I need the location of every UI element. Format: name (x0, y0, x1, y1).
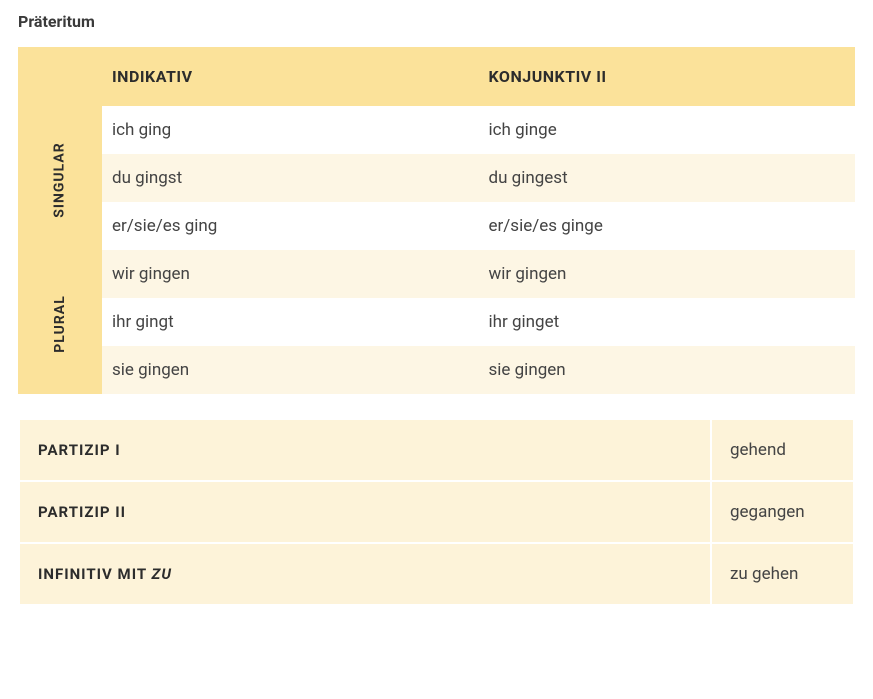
cell-ind: ihr gingt (102, 298, 479, 346)
cell-konj: sie gingen (479, 346, 856, 394)
singular-label: SINGULAR (52, 142, 68, 217)
forms-table: PARTIZIP I gehend PARTIZIP II gegangen I… (18, 418, 855, 606)
table-row: SINGULAR ich ging ich ginge (18, 106, 855, 154)
side-plural: PLURAL (18, 250, 102, 394)
partizip1-value: gehend (712, 420, 853, 480)
header-indikativ: INDIKATIV (102, 47, 479, 106)
partizip1-label: PARTIZIP I (20, 420, 710, 480)
cell-konj: wir gingen (479, 250, 856, 298)
forms-row: PARTIZIP II gegangen (20, 482, 853, 542)
forms-row: INFINITIV MIT ZU zu gehen (20, 544, 853, 604)
partizip2-value: gegangen (712, 482, 853, 542)
table-row: sie gingen sie gingen (18, 346, 855, 394)
inf-zu-label-a: INFINITIV MIT (38, 565, 152, 583)
infinitiv-zu-value: zu gehen (712, 544, 853, 604)
cell-ind: ich ging (102, 106, 479, 154)
cell-ind: sie gingen (102, 346, 479, 394)
table-row: PLURAL wir gingen wir gingen (18, 250, 855, 298)
table-row: ihr gingt ihr ginget (18, 298, 855, 346)
inf-zu-label-b: ZU (152, 565, 172, 583)
header-corner (18, 47, 102, 106)
table-row: er/sie/es ging er/sie/es ginge (18, 202, 855, 250)
cell-konj: ich ginge (479, 106, 856, 154)
side-singular: SINGULAR (18, 106, 102, 250)
partizip2-label: PARTIZIP II (20, 482, 710, 542)
cell-ind: er/sie/es ging (102, 202, 479, 250)
cell-ind: du gingst (102, 154, 479, 202)
forms-row: PARTIZIP I gehend (20, 420, 853, 480)
cell-konj: er/sie/es ginge (479, 202, 856, 250)
section-title: Präteritum (18, 12, 855, 31)
header-konjunktiv: KONJUNKTIV II (479, 47, 856, 106)
cell-konj: du gingest (479, 154, 856, 202)
conjugation-table: INDIKATIV KONJUNKTIV II SINGULAR ich gin… (18, 47, 855, 394)
plural-label: PLURAL (52, 295, 68, 353)
table-header-row: INDIKATIV KONJUNKTIV II (18, 47, 855, 106)
cell-konj: ihr ginget (479, 298, 856, 346)
infinitiv-zu-label: INFINITIV MIT ZU (20, 544, 710, 604)
table-row: du gingst du gingest (18, 154, 855, 202)
cell-ind: wir gingen (102, 250, 479, 298)
